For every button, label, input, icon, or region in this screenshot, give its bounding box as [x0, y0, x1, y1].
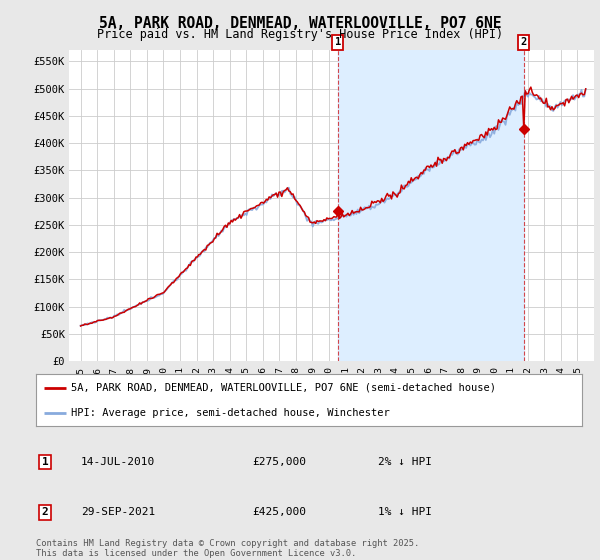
Text: 1: 1 [41, 457, 49, 467]
Text: Contains HM Land Registry data © Crown copyright and database right 2025.
This d: Contains HM Land Registry data © Crown c… [36, 539, 419, 558]
Text: £275,000: £275,000 [252, 457, 306, 467]
Text: Price paid vs. HM Land Registry's House Price Index (HPI): Price paid vs. HM Land Registry's House … [97, 28, 503, 41]
Text: 5A, PARK ROAD, DENMEAD, WATERLOOVILLE, PO7 6NE (semi-detached house): 5A, PARK ROAD, DENMEAD, WATERLOOVILLE, P… [71, 383, 496, 393]
Text: 2% ↓ HPI: 2% ↓ HPI [378, 457, 432, 467]
Text: 29-SEP-2021: 29-SEP-2021 [81, 507, 155, 517]
Text: 1: 1 [335, 38, 341, 47]
Bar [338, 50, 524, 361]
Text: 1% ↓ HPI: 1% ↓ HPI [378, 507, 432, 517]
Text: 14-JUL-2010: 14-JUL-2010 [81, 457, 155, 467]
Text: 5A, PARK ROAD, DENMEAD, WATERLOOVILLE, PO7 6NE: 5A, PARK ROAD, DENMEAD, WATERLOOVILLE, P… [99, 16, 501, 31]
Text: HPI: Average price, semi-detached house, Winchester: HPI: Average price, semi-detached house,… [71, 408, 390, 418]
Text: 2: 2 [520, 38, 527, 47]
Text: 2: 2 [41, 507, 49, 517]
Text: £425,000: £425,000 [252, 507, 306, 517]
